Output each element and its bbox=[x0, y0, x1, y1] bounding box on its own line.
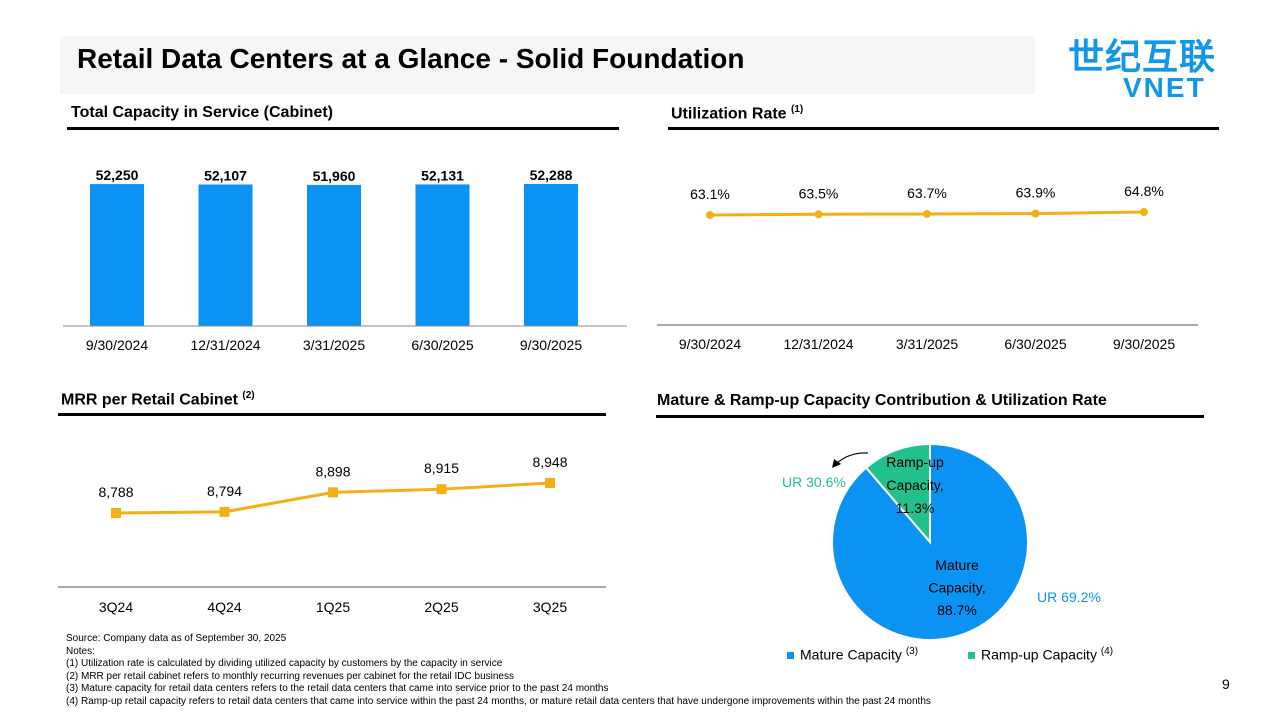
mrr-title-text: MRR per Retail Cabinet bbox=[61, 391, 238, 409]
mrr-data-label: 8,788 bbox=[98, 484, 133, 500]
utilization-x-tick: 9/30/2024 bbox=[679, 336, 741, 352]
note-1: (1) Utilization rate is calculated by di… bbox=[66, 658, 503, 670]
utilization-x-tick: 3/31/2025 bbox=[896, 336, 958, 352]
capacity-x-tick: 9/30/2024 bbox=[86, 337, 148, 353]
legend-rampup: Ramp-up Capacity (4) bbox=[968, 646, 1113, 663]
utilization-x-tick: 6/30/2025 bbox=[1004, 336, 1066, 352]
note-source: Source: Company data as of September 30,… bbox=[66, 633, 287, 644]
capacity-bar-chart: 52,250 9/30/2024 52,107 12/31/2024 51,960 3/3… bbox=[63, 167, 627, 353]
capacity-x-tick: 9/30/2025 bbox=[520, 337, 582, 353]
mrr-point bbox=[219, 506, 230, 517]
pie-ur-mature: UR 69.2% bbox=[1037, 589, 1101, 605]
pie-label-mature: Capacity, bbox=[928, 580, 985, 596]
pie-label-rampup: Ramp-up bbox=[886, 454, 944, 470]
page-number: 9 bbox=[1222, 676, 1230, 692]
utilization-data-label: 64.8% bbox=[1124, 183, 1164, 199]
utilization-point bbox=[1031, 209, 1040, 218]
legend-rampup-label: Ramp-up Capacity bbox=[981, 646, 1097, 663]
utilization-data-label: 63.5% bbox=[799, 185, 839, 201]
mrr-point bbox=[545, 478, 555, 488]
mrr-data-label: 8,898 bbox=[315, 463, 350, 479]
mrr-x-tick: 3Q24 bbox=[99, 599, 133, 615]
mrr-x-tick: 1Q25 bbox=[316, 599, 350, 615]
mrr-x-tick: 3Q25 bbox=[533, 599, 567, 615]
mature-rampup-pie-chart: Mature Capacity, 88.7% Ramp-up Capacity, 11.3… bbox=[782, 442, 1101, 641]
note-3: (3) Mature capacity for retail data cent… bbox=[66, 683, 609, 695]
mrr-point bbox=[111, 508, 121, 518]
pie-slice-rampup bbox=[864, 442, 931, 545]
capacity-bar bbox=[90, 184, 144, 326]
mrr-point bbox=[328, 487, 338, 498]
mrr-x-tick: 4Q24 bbox=[207, 599, 241, 615]
utilization-point bbox=[923, 209, 931, 218]
utilization-data-label: 63.7% bbox=[907, 185, 947, 201]
utilization-x-tick: 9/30/2025 bbox=[1113, 336, 1175, 352]
utilization-title-note: (1) bbox=[791, 104, 804, 115]
mrr-title: MRR per Retail Cabinet (2) bbox=[61, 390, 255, 409]
legend-mature-label: Mature Capacity bbox=[800, 646, 902, 663]
utilization-data-label: 63.9% bbox=[1016, 185, 1056, 201]
footnotes: Source: Company data as of September 30,… bbox=[66, 633, 931, 709]
utilization-point bbox=[706, 211, 714, 219]
note-2: (2) MRR per retail cabinet refers to mon… bbox=[66, 670, 514, 682]
mrr-data-label: 8,915 bbox=[424, 460, 459, 476]
utilization-title-rule bbox=[668, 127, 1219, 130]
mrr-line-chart: 8,788 3Q24 8,794 4Q24 8,898 1Q25 8,915 2Q25 8,94… bbox=[58, 454, 606, 615]
capacity-bar bbox=[198, 184, 253, 326]
utilization-data-label: 63.1% bbox=[690, 186, 730, 202]
mrr-title-note: (2) bbox=[242, 390, 255, 401]
legend-mature-note: (3) bbox=[905, 646, 919, 657]
note-heading: Notes: bbox=[66, 645, 95, 657]
mrr-point bbox=[436, 484, 447, 495]
title-band bbox=[60, 36, 1035, 94]
capacity-x-tick: 3/31/2025 bbox=[303, 337, 365, 353]
legend-rampup-note: (4) bbox=[1100, 646, 1114, 657]
capacity-x-tick: 6/30/2025 bbox=[411, 337, 473, 353]
logo-chinese: 世纪互联 bbox=[1068, 37, 1217, 78]
pie-title-rule bbox=[656, 415, 1204, 418]
logo-vnet: VNET bbox=[1123, 72, 1206, 103]
capacity-x-tick: 12/31/2024 bbox=[190, 337, 260, 353]
note-4: (4) Ramp-up retail capacity refers to re… bbox=[66, 695, 931, 707]
legend-rampup-swatch bbox=[968, 652, 975, 660]
pie-label-mature: 88.7% bbox=[937, 602, 977, 618]
utilization-point bbox=[1140, 208, 1148, 216]
capacity-title: Total Capacity in Service (Cabinet) bbox=[71, 104, 333, 121]
legend-mature-swatch bbox=[787, 652, 794, 660]
utilization-x-tick: 12/31/2024 bbox=[783, 336, 853, 352]
pie-label-mature: Mature bbox=[935, 557, 979, 573]
mrr-data-label: 8,948 bbox=[532, 454, 567, 470]
legend-mature: Mature Capacity (3) bbox=[787, 646, 918, 663]
pie-arrow-head bbox=[832, 459, 841, 468]
mrr-data-label: 8,794 bbox=[207, 483, 242, 499]
pie-label-rampup: 11.3% bbox=[896, 500, 935, 516]
pie-label-rampup: Capacity, bbox=[886, 477, 943, 493]
capacity-bar bbox=[524, 184, 578, 326]
capacity-bar bbox=[307, 184, 361, 326]
capacity-bar-label: 51,960 bbox=[313, 168, 356, 184]
capacity-title-rule bbox=[67, 127, 619, 130]
pie-arrow-line bbox=[836, 452, 869, 464]
capacity-bar bbox=[415, 184, 470, 326]
capacity-bar-label: 52,288 bbox=[530, 167, 573, 183]
mrr-title-rule bbox=[58, 413, 606, 416]
page-title: Retail Data Centers at a Glance - Solid … bbox=[77, 43, 745, 74]
capacity-bar-label: 52,131 bbox=[421, 167, 464, 183]
utilization-title: Utilization Rate (1) bbox=[671, 104, 803, 123]
pie-ur-rampup: UR 30.6% bbox=[782, 474, 846, 490]
utilization-point bbox=[814, 210, 823, 219]
pie-title: Mature & Ramp-up Capacity Contribution &… bbox=[657, 392, 1107, 409]
capacity-bar-label: 52,107 bbox=[204, 167, 247, 183]
utilization-line-chart: 63.1% 9/30/2024 63.5% 12/31/2024 63.7% 3/31/2… bbox=[657, 183, 1198, 352]
utilization-title-text: Utilization Rate bbox=[671, 105, 787, 123]
mrr-x-tick: 2Q25 bbox=[424, 599, 458, 615]
capacity-bar-label: 52,250 bbox=[96, 167, 139, 183]
